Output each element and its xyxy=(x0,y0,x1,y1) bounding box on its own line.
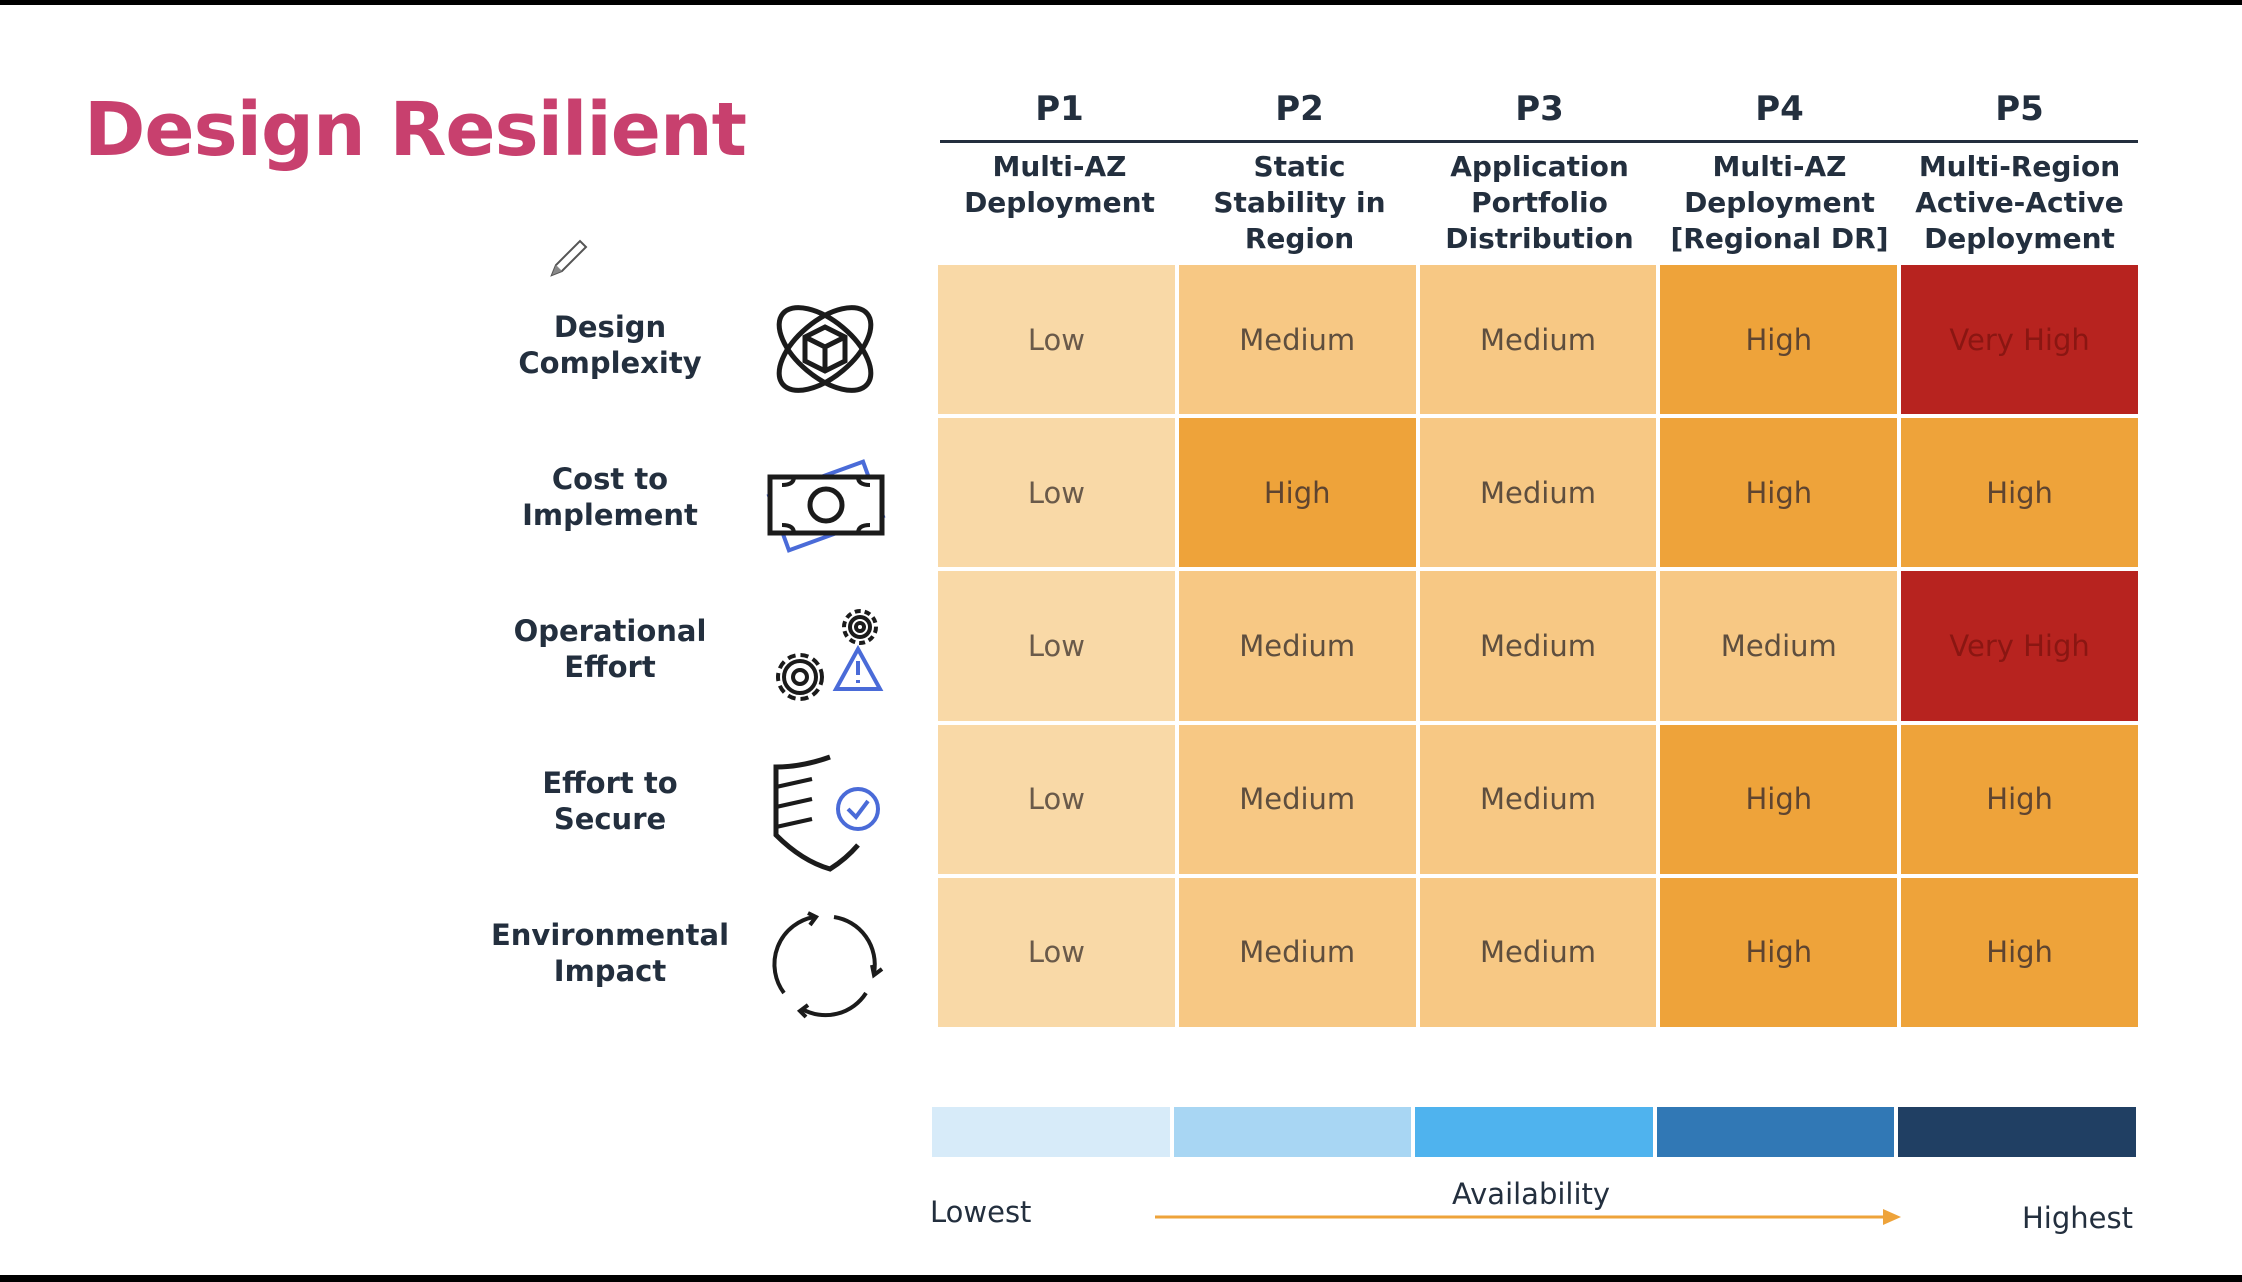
column-id-p4: P4 xyxy=(1755,89,1804,129)
matrix-cell: High xyxy=(1660,418,1898,568)
matrix-cell: Low xyxy=(938,724,1175,874)
matrix-cell: High xyxy=(1901,877,2138,1027)
matrix-cell: High xyxy=(1901,418,2138,568)
availability-label: Availability xyxy=(1452,1177,1611,1211)
slide: Design Resilient P1 Multi-AZ Deployment P2 S… xyxy=(0,5,2242,1275)
availability-segment xyxy=(1415,1107,1653,1157)
row-label-design-complexity: Design Complexity xyxy=(518,310,702,380)
availability-scale xyxy=(932,1107,2136,1157)
matrix-cell: Medium xyxy=(1660,571,1898,721)
column-title-p1: Multi-AZ Deployment xyxy=(964,150,1155,219)
column-id-p3: P3 xyxy=(1515,89,1564,129)
availability-arrow xyxy=(1155,1209,1901,1225)
shield-check-icon xyxy=(773,754,880,872)
money-bill-icon xyxy=(766,459,886,553)
row-label-operational-effort: Operational Effort xyxy=(513,614,707,684)
matrix-cell: Medium xyxy=(1419,877,1657,1027)
matrix-cell: Very High xyxy=(1901,571,2138,721)
matrix-cell: High xyxy=(1660,724,1898,874)
availability-segment xyxy=(1656,1107,1895,1157)
row-label-effort-to-secure: Effort to Secure xyxy=(542,766,678,836)
matrix-cell: Medium xyxy=(1178,571,1416,721)
column-title-p5: Multi-Region Active-Active Deployment xyxy=(1915,150,2124,255)
matrix-cell: Medium xyxy=(1178,877,1416,1027)
lowest-label: Lowest xyxy=(930,1195,1032,1229)
pencil-icon xyxy=(550,239,588,277)
atom-cube-icon xyxy=(776,305,874,393)
matrix-cell: High xyxy=(1178,418,1416,568)
availability-segment xyxy=(1898,1107,2136,1157)
matrix-cell: Medium xyxy=(1419,265,1657,415)
rating-matrix: Low Medium Medium High Very High Low High Mediu… xyxy=(938,265,2138,1027)
column-id-p5: P5 xyxy=(1995,89,2044,129)
matrix-cell: High xyxy=(1901,724,2138,874)
availability-segment xyxy=(1173,1107,1412,1157)
matrix-cell: Medium xyxy=(1419,571,1657,721)
matrix-cell: Low xyxy=(938,571,1175,721)
availability-segment xyxy=(932,1107,1170,1157)
matrix-cell: Low xyxy=(938,265,1175,415)
row-label-cost-to-implement: Cost to Implement xyxy=(522,462,698,532)
cycle-arrows-icon xyxy=(772,911,884,1019)
matrix-cell: High xyxy=(1660,877,1898,1027)
matrix-cell: Very High xyxy=(1901,265,2138,415)
column-id-p2: P2 xyxy=(1275,89,1324,129)
column-title-p4: Multi-AZ Deployment [Regional DR] xyxy=(1670,150,1889,255)
matrix-cell: Medium xyxy=(1178,724,1416,874)
column-title-p2: Static Stability in Region xyxy=(1213,150,1386,255)
header-divider xyxy=(940,140,2138,143)
matrix-cell: High xyxy=(1660,265,1898,415)
gears-warning-icon xyxy=(776,609,884,701)
row-label-environmental-impact: Environmental Impact xyxy=(490,918,730,988)
column-id-p1: P1 xyxy=(1035,89,1084,129)
matrix-cell: Medium xyxy=(1178,265,1416,415)
matrix-cell: Medium xyxy=(1419,724,1657,874)
column-title-p3: Application Portfolio Distribution xyxy=(1445,150,1634,255)
matrix-cell: Low xyxy=(938,877,1175,1027)
highest-label: Highest xyxy=(2022,1201,2133,1235)
matrix-cell: Low xyxy=(938,418,1175,568)
matrix-cell: Medium xyxy=(1419,418,1657,568)
slide-title: Design Resilient xyxy=(84,87,747,173)
